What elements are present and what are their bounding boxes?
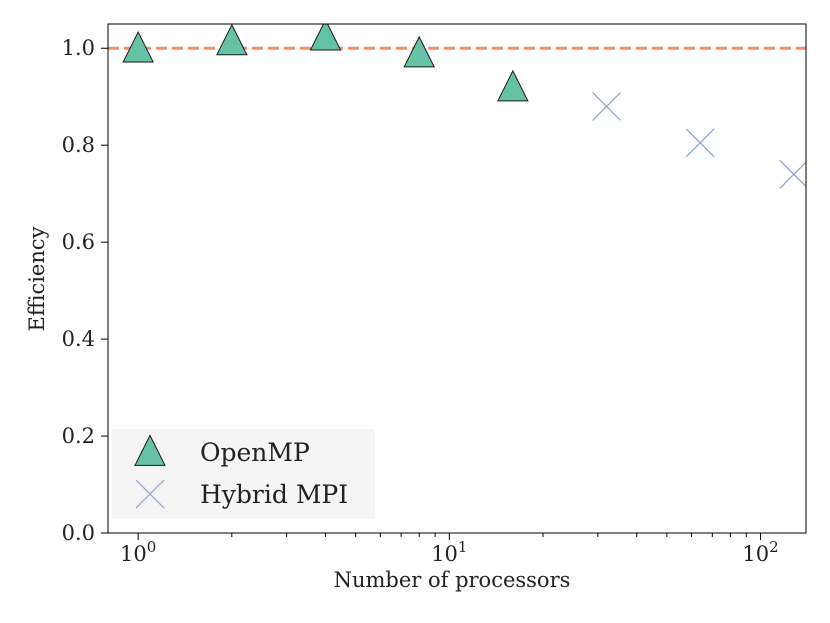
plot-frame bbox=[107, 23, 807, 534]
openmp-point bbox=[122, 30, 154, 63]
legend-label: Hybrid MPI bbox=[200, 480, 348, 509]
x-axis-label: Number of processors bbox=[334, 568, 571, 592]
y-tick-label: 0.6 bbox=[62, 230, 95, 254]
y-tick-label: 0.2 bbox=[62, 424, 95, 448]
legend-hybrid-mpi-marker bbox=[135, 479, 165, 509]
legend-box bbox=[112, 429, 375, 519]
series-openmp bbox=[122, 24, 529, 102]
x-tick-label: 102 bbox=[742, 538, 778, 566]
openmp-point bbox=[309, 24, 342, 51]
hybrid-mpi-point bbox=[592, 91, 621, 121]
x-tick-label: 101 bbox=[431, 538, 467, 566]
x-tick-label: 100 bbox=[120, 538, 156, 566]
y-tick-label: 0.8 bbox=[62, 133, 95, 157]
hybrid-mpi-point bbox=[685, 128, 715, 158]
legend-openmp-marker bbox=[134, 434, 166, 466]
y-axis-label: Efficiency bbox=[25, 226, 49, 331]
hybrid-mpi-point bbox=[779, 159, 806, 189]
y-tick-label: 1.0 bbox=[62, 36, 95, 60]
y-tick-label: 0.4 bbox=[62, 327, 95, 351]
y-tick-label: 0.0 bbox=[62, 521, 95, 545]
openmp-point bbox=[497, 69, 529, 102]
series-hybrid-mpi bbox=[592, 91, 806, 189]
openmp-point bbox=[403, 35, 435, 68]
openmp-point bbox=[216, 24, 248, 56]
legend-label: OpenMP bbox=[200, 438, 310, 467]
